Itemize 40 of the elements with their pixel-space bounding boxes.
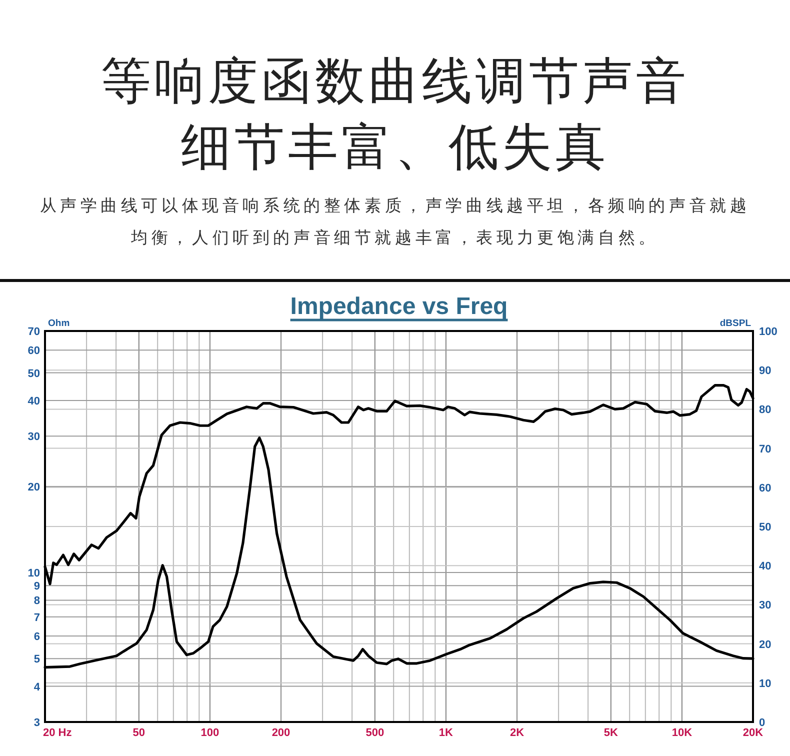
y-tick-label: 60 [28,345,40,358]
y2-tick-label: 50 [759,522,772,534]
y-tick-label: 6 [34,630,40,643]
y2-tick-label: 60 [759,482,772,494]
y-tick-label: 3 [34,717,40,729]
y-axis-title: Ohm [48,318,70,329]
y-tick-label: 10 [28,568,40,580]
text: 从声学曲线可以体现音响系统的整体素质，声学曲线越平坦，各频响的声音就越均衡，人们听到的声音细节就越丰富，表现力更饱满自然。 [38,195,752,249]
y-tick-label: 70 [28,326,40,338]
y-tick-label: 30 [28,431,40,444]
x-tick-label: 5K [604,727,618,739]
x-tick-label: 200 [272,727,290,739]
y-tick-label: 40 [28,395,40,408]
y2-tick-label: 70 [759,443,772,456]
y-tick-label: 9 [34,580,40,593]
y-tick-label: 4 [34,681,41,694]
x-tick-label: 20K [742,727,764,739]
y-tick-label: 20 [28,482,40,494]
x-tick-label: 50 [132,727,146,739]
text: 等响度函数曲线调节声音细节丰富、低失真 [100,51,690,178]
y-tick-label: 7 [34,612,40,624]
x-tick-label: 1K [438,727,454,739]
x-tick-label: 10K [672,727,692,739]
chart-title: Impedance vs Freq [290,293,508,320]
y2-tick-label: 0 [759,717,766,729]
y2-tick-label: 40 [759,560,772,573]
y2-tick-label: 80 [759,404,772,416]
y2-tick-label: 100 [759,326,778,338]
y2-axis-title: dBSPL [720,318,752,329]
y2-tick-label: 20 [759,638,772,651]
y-tick-label: 5 [34,654,40,666]
x-tick-label: 100 [200,727,220,739]
y2-tick-label: 10 [759,678,772,690]
y-tick-label: 50 [28,368,40,380]
y2-tick-label: 90 [759,365,772,378]
y2-tick-label: 30 [759,600,772,612]
x-tick-label: 500 [366,727,384,739]
y-tick-label: 8 [34,595,40,608]
x-tick-label: 20 Hz [43,727,72,739]
x-tick-label: 2K [510,727,524,739]
